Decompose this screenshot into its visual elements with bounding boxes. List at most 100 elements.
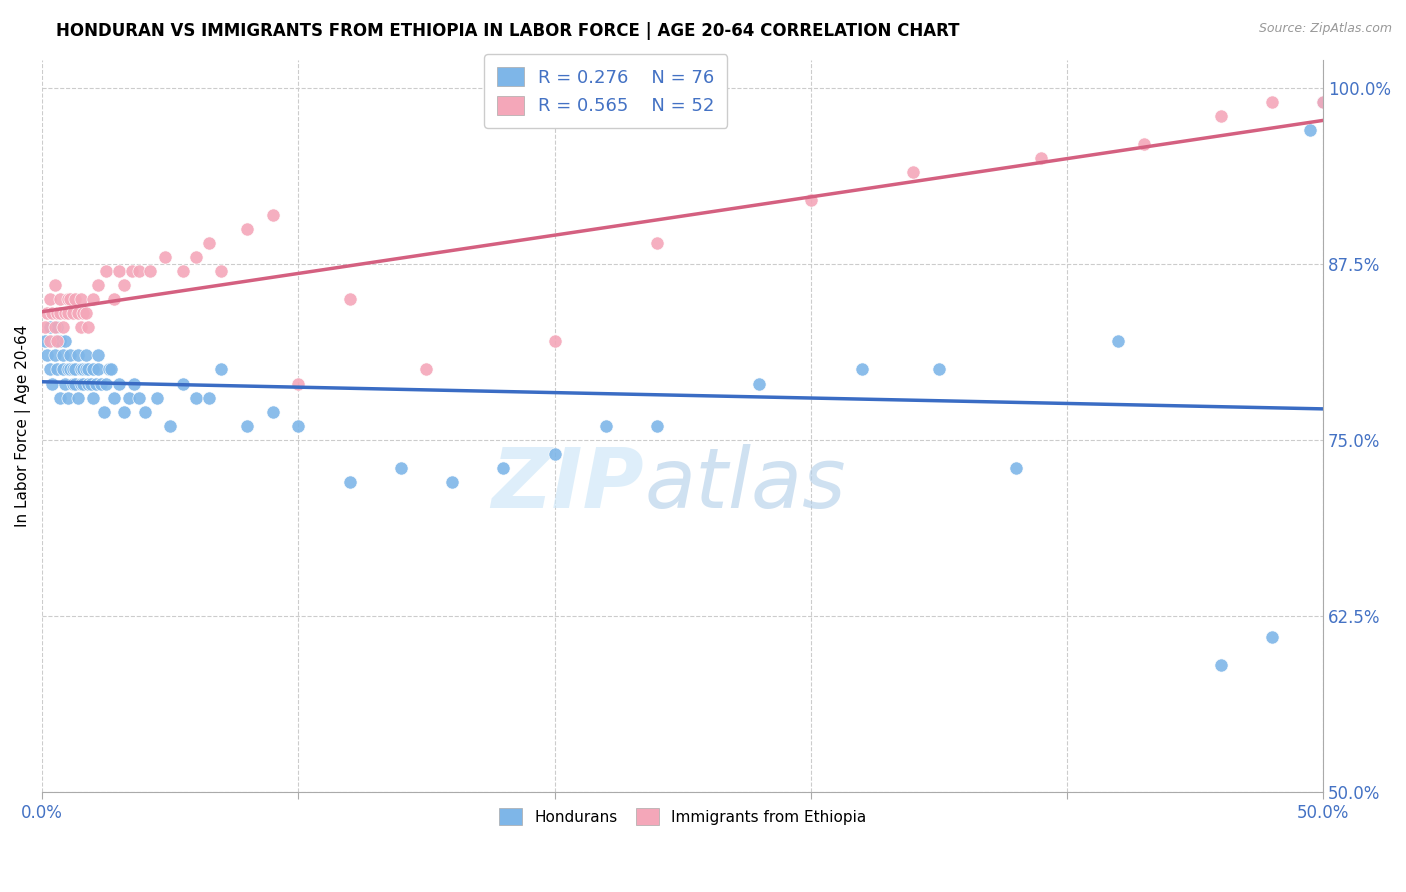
Point: [96, 264, 118, 278]
Point: [44, 320, 66, 334]
Point: [59, 362, 82, 376]
Point: [56, 292, 79, 306]
Text: atlas: atlas: [644, 444, 846, 524]
Point: [108, 376, 131, 391]
Point: [103, 292, 125, 306]
Point: [1133, 137, 1156, 152]
Point: [236, 221, 259, 235]
Point: [236, 418, 259, 433]
Point: [69, 292, 91, 306]
Point: [38, 320, 60, 334]
Point: [69, 376, 91, 391]
Point: [49, 334, 72, 349]
Point: [138, 264, 160, 278]
Point: [287, 418, 309, 433]
Point: [53, 334, 76, 349]
Point: [146, 391, 169, 405]
Point: [53, 376, 76, 391]
Point: [153, 250, 176, 264]
Point: [543, 334, 565, 349]
Point: [184, 250, 207, 264]
Point: [41, 376, 63, 391]
Point: [82, 292, 104, 306]
Point: [543, 447, 565, 461]
Point: [197, 391, 219, 405]
Point: [211, 362, 233, 376]
Point: [928, 362, 950, 376]
Point: [56, 391, 79, 405]
Point: [441, 475, 464, 489]
Point: [69, 362, 91, 376]
Point: [262, 405, 284, 419]
Point: [56, 306, 79, 320]
Point: [1299, 123, 1322, 137]
Point: [66, 391, 89, 405]
Text: HONDURAN VS IMMIGRANTS FROM ETHIOPIA IN LABOR FORCE | AGE 20-64 CORRELATION CHAR: HONDURAN VS IMMIGRANTS FROM ETHIOPIA IN …: [56, 22, 960, 40]
Point: [82, 362, 104, 376]
Point: [1261, 95, 1284, 109]
Point: [128, 391, 150, 405]
Y-axis label: In Labor Force | Age 20-64: In Labor Force | Age 20-64: [15, 325, 31, 527]
Point: [75, 348, 97, 362]
Point: [44, 348, 66, 362]
Point: [851, 362, 873, 376]
Point: [37, 306, 59, 320]
Point: [197, 235, 219, 250]
Point: [46, 306, 69, 320]
Point: [339, 292, 361, 306]
Point: [87, 277, 110, 292]
Point: [112, 405, 135, 419]
Point: [1209, 109, 1232, 123]
Point: [52, 362, 75, 376]
Point: [90, 376, 112, 391]
Point: [93, 405, 115, 419]
Point: [172, 264, 194, 278]
Point: [128, 264, 150, 278]
Point: [59, 348, 82, 362]
Point: [748, 376, 770, 391]
Text: ZIP: ZIP: [492, 444, 644, 524]
Point: [1312, 95, 1334, 109]
Point: [903, 165, 925, 179]
Point: [645, 235, 668, 250]
Point: [72, 362, 94, 376]
Point: [34, 334, 56, 349]
Point: [75, 362, 97, 376]
Point: [77, 362, 100, 376]
Point: [75, 306, 97, 320]
Point: [53, 306, 76, 320]
Point: [46, 362, 69, 376]
Point: [34, 320, 56, 334]
Point: [46, 334, 69, 349]
Point: [49, 306, 72, 320]
Point: [49, 292, 72, 306]
Point: [44, 277, 66, 292]
Point: [96, 376, 118, 391]
Point: [59, 292, 82, 306]
Point: [65, 362, 87, 376]
Point: [1312, 95, 1334, 109]
Point: [1209, 658, 1232, 673]
Point: [287, 376, 309, 391]
Point: [134, 405, 156, 419]
Point: [87, 348, 110, 362]
Point: [124, 376, 146, 391]
Point: [121, 264, 143, 278]
Point: [184, 391, 207, 405]
Point: [56, 362, 79, 376]
Point: [37, 348, 59, 362]
Point: [77, 376, 100, 391]
Point: [72, 306, 94, 320]
Point: [82, 391, 104, 405]
Point: [100, 362, 122, 376]
Point: [52, 348, 75, 362]
Point: [65, 376, 87, 391]
Point: [77, 320, 100, 334]
Point: [339, 475, 361, 489]
Point: [38, 334, 60, 349]
Point: [415, 362, 437, 376]
Point: [41, 306, 63, 320]
Point: [172, 376, 194, 391]
Point: [65, 292, 87, 306]
Point: [118, 391, 141, 405]
